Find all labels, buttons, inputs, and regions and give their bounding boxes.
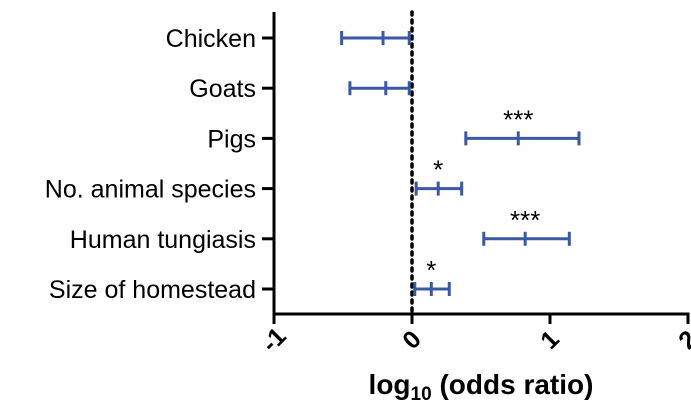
significance-marker: *	[426, 255, 436, 285]
x-axis: -1 0 1 2	[256, 312, 691, 358]
y-tick-label: Pigs	[207, 125, 256, 153]
y-tick-label: Chicken	[166, 25, 256, 53]
x-axis-title-main: log	[369, 369, 411, 400]
significance-marker: ***	[503, 104, 533, 134]
y-tick-label: Size of homestead	[49, 276, 256, 304]
x-tick-label: -1	[256, 322, 292, 358]
x-axis-title-subscript: 10	[411, 384, 432, 405]
y-axis: Chicken Goats Pigs No. animal species Human …	[45, 12, 276, 314]
significance-marker: *	[433, 155, 443, 185]
x-tick-label: 1	[535, 325, 565, 355]
x-axis-title: log10 (odds ratio)	[369, 369, 594, 405]
y-tick-label: Human tungiasis	[70, 226, 256, 254]
significance-marker: ***	[510, 205, 540, 235]
x-tick-label: 0	[397, 325, 427, 355]
plot-marks: ********	[340, 31, 581, 296]
y-tick-label: No. animal species	[45, 176, 256, 204]
x-axis-title-rest: (odds ratio)	[432, 369, 594, 400]
x-tick-label: 2	[673, 325, 691, 355]
y-tick-label: Goats	[189, 75, 256, 103]
